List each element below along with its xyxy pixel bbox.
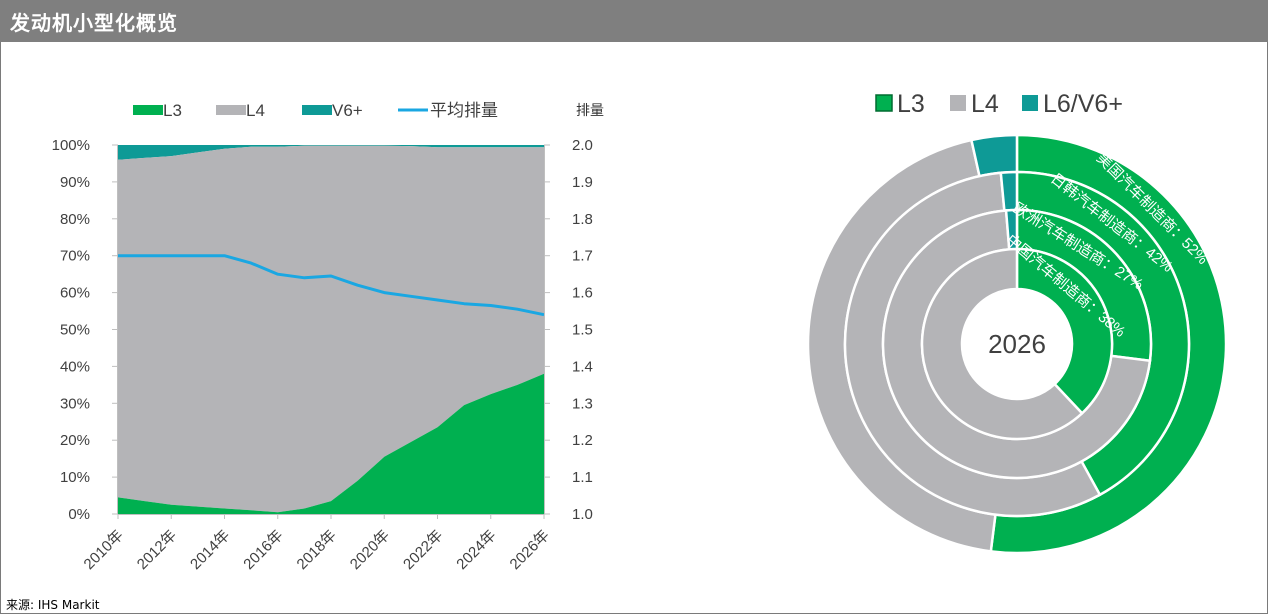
y2-tick-label: 1.0 [572, 506, 593, 523]
donut-chart: 美国汽车制造商：52%日韩汽车制造商：42%欧洲汽车制造商：27%中国汽车制造商… [806, 90, 1228, 555]
donut-segment-l6-v6plus [969, 133, 1019, 178]
source-note: 来源: IHS Markit [6, 598, 100, 612]
y2-tick-label: 2.0 [572, 137, 593, 154]
y2-tick-label: 1.6 [572, 285, 593, 302]
line-avg-displacement [118, 254, 545, 317]
x-tick-label: 2014年 [187, 527, 233, 573]
legend-swatch [133, 105, 163, 115]
x-tick-label: 2020年 [347, 527, 393, 573]
donut-segment-l4 [920, 247, 1084, 441]
y2-tick-label: 1.3 [572, 395, 593, 412]
y2-tick-label: 1.9 [572, 174, 593, 191]
y2-axis-title: 排量 [576, 102, 604, 118]
legend-swatch [302, 105, 332, 115]
area-l3 [118, 373, 544, 514]
legend-label: V6+ [332, 101, 363, 120]
area-chart: 0% 10% 20% 30% 40% 50% 60% 70% 80% 90% 100% 1.0 1.1 1… [52, 101, 604, 573]
donut-center-label: 2026 [988, 329, 1046, 359]
y2-tick-label: 1.8 [572, 211, 593, 228]
x-tick-label: 2026年 [507, 527, 553, 573]
x-tick-label: 2016年 [240, 527, 286, 573]
x-tick-label: 2010年 [81, 527, 127, 573]
header-bar: 发动机小型化概览 [0, 0, 1268, 42]
y2-tick-label: 1.5 [572, 322, 593, 339]
donut-legend-label: L6/V6+ [1043, 90, 1123, 118]
x-tick-label: 2018年 [294, 527, 340, 573]
donut-legend-swatch [875, 94, 893, 112]
y-tick-label: 90% [60, 174, 90, 191]
y2-tick-label: 1.4 [572, 358, 593, 375]
page-title: 发动机小型化概览 [10, 11, 178, 35]
donut-legend-swatch [1022, 95, 1038, 111]
y-tick-label: 10% [60, 469, 90, 486]
y-tick-label: 30% [60, 395, 90, 412]
y-tick-label: 80% [60, 211, 90, 228]
donut-legend-label: L4 [971, 90, 999, 118]
area-l4 [118, 145, 544, 513]
y-tick-label: 0% [68, 506, 90, 523]
legend-swatch [216, 105, 246, 115]
y-tick-label: 60% [60, 285, 90, 302]
y2-tick-label: 1.1 [572, 469, 593, 486]
y-tick-label: 20% [60, 432, 90, 449]
y-tick-label: 50% [60, 322, 90, 339]
y2-tick-label: 1.7 [572, 248, 593, 265]
y-tick-label: 40% [60, 358, 90, 375]
donut-legend-label: L3 [897, 90, 925, 118]
y-tick-label: 100% [52, 137, 90, 154]
x-tick-label: 2012年 [134, 527, 180, 573]
legend-label: L3 [163, 101, 182, 120]
legend-label: 平均排量 [430, 101, 498, 120]
x-tick-label: 2022年 [400, 527, 446, 573]
donut-legend-swatch [950, 95, 966, 111]
legend-label: L4 [246, 101, 265, 120]
donut-segment-l3 [1015, 247, 1114, 416]
x-tick-label: 2024年 [453, 527, 499, 573]
y2-tick-label: 1.2 [572, 432, 593, 449]
y-tick-label: 70% [60, 248, 90, 265]
